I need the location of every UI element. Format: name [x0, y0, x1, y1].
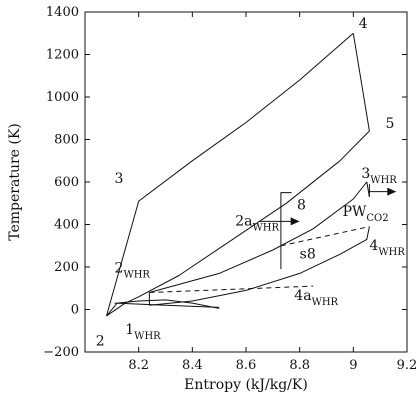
arrow-layer: [259, 187, 397, 226]
state-point-label: s8: [300, 247, 316, 263]
state-label-text: 4: [359, 16, 368, 32]
x-tick-label: 8.6: [236, 358, 257, 373]
state-label-text: 1: [125, 322, 134, 338]
y-tick-label: −200: [43, 345, 79, 360]
dashed-process-line: [280, 226, 370, 247]
state-point-label: 4aWHR: [294, 288, 338, 308]
x-axis-title: Entropy (kJ/kg/K): [184, 377, 308, 393]
process-line: [106, 299, 220, 317]
state-label-text: 2: [115, 260, 124, 276]
state-point-label: 3WHR: [361, 166, 397, 186]
y-axis-title: Temperature (K): [7, 123, 23, 241]
dashed-process-line: [149, 285, 314, 293]
y-tick-label: 0: [71, 303, 79, 318]
process-line: [280, 192, 292, 270]
state-label-text: 2a: [235, 214, 252, 230]
y-tick-label: 400: [54, 218, 79, 233]
series-layer: [106, 32, 370, 317]
state-point-label: 5: [386, 116, 395, 132]
state-label-text: PW: [343, 204, 367, 220]
state-label-subscript: CO2: [366, 213, 388, 224]
process-line: [149, 226, 370, 306]
process-line: [114, 302, 220, 308]
x-tick-label: 9: [349, 358, 357, 373]
state-label-text: s8: [300, 247, 316, 263]
x-tick-label: 8.8: [289, 358, 310, 373]
state-label-text: 5: [386, 116, 395, 132]
state-label-subscript: WHR: [123, 269, 150, 280]
state-point-label: 2: [96, 334, 105, 350]
y-tick-label: 600: [54, 175, 79, 190]
state-label-text: 8: [297, 198, 306, 214]
state-point-label: 2WHR: [115, 260, 151, 280]
process-line: [149, 181, 370, 293]
y-tick-label: 1400: [46, 5, 79, 20]
flow-arrow-head: [290, 217, 300, 226]
state-label-subscript: WHR: [378, 247, 405, 258]
process-line: [106, 200, 140, 317]
x-tick-label: 8.2: [128, 358, 149, 373]
state-point-label: 1WHR: [125, 322, 161, 342]
state-label-text: 3: [115, 171, 124, 187]
state-point-label: 4WHR: [369, 238, 405, 258]
state-point-label: PWCO2: [343, 204, 389, 224]
y-tick-label: 1200: [46, 48, 79, 63]
state-point-label: 2aWHR: [235, 214, 279, 234]
state-label-text: 2: [96, 334, 105, 350]
state-point-label: 4: [359, 16, 368, 32]
x-tick-label: 8.4: [182, 358, 203, 373]
y-tick-label: 800: [54, 133, 79, 148]
y-ticks: −200 0 200 400 600 800 1000 1200 1400: [43, 5, 407, 360]
process-line: [352, 33, 370, 132]
y-tick-label: 1000: [46, 90, 79, 105]
process-line: [138, 32, 354, 202]
state-label-subscript: WHR: [134, 331, 161, 342]
state-point-label: 8: [297, 198, 306, 214]
state-label-text: 4a: [294, 288, 311, 304]
state-label-text: 3: [361, 166, 370, 182]
x-ticks: 8.2 8.4 8.6 8.8 9 9.2: [128, 12, 417, 373]
state-label-subscript: WHR: [253, 223, 280, 234]
y-tick-label: 200: [54, 260, 79, 275]
x-tick-label: 9.2: [397, 358, 418, 373]
flow-arrow-head: [387, 187, 397, 196]
state-point-label: 3: [115, 171, 124, 187]
state-label-text: 4: [369, 238, 378, 254]
state-label-subscript: WHR: [370, 175, 397, 186]
state-label-subscript: WHR: [312, 297, 339, 308]
